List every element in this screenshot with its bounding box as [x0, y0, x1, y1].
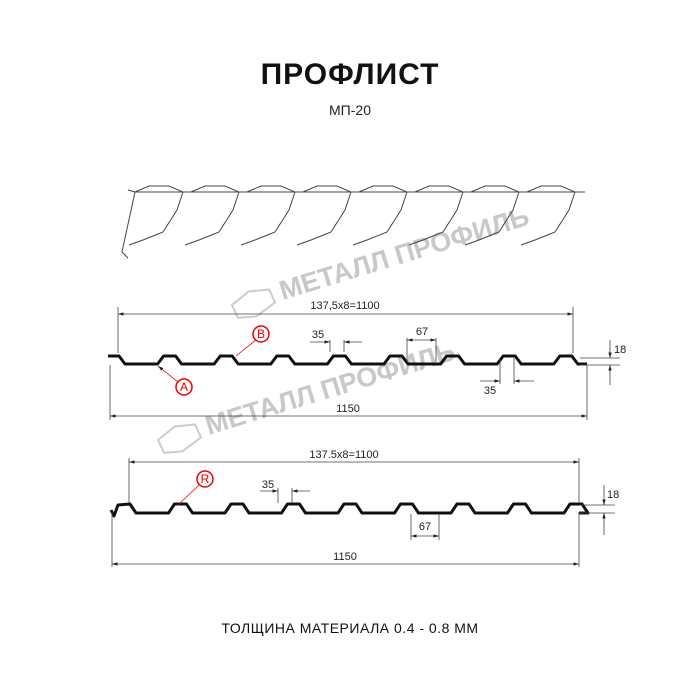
- profile-a: 137,5x8=1100 1150 35 67 35 18 A B: [108, 300, 626, 420]
- profile-b-pitch-label: 137.5x8=1100: [309, 449, 378, 461]
- sheet-rib: [240, 185, 296, 246]
- material-thickness-note: ТОЛЩИНА МАТЕРИАЛА 0.4 - 0.8 ММ: [221, 620, 479, 636]
- profile-b: 137.5x8=1100 1150 35 67 18 R: [109, 449, 619, 567]
- svg-text:R: R: [201, 472, 210, 486]
- profile-b-width-label: 1150: [333, 551, 357, 563]
- profile-a-section: [108, 354, 587, 366]
- sheet-rib: [408, 185, 464, 246]
- page-title: ПРОФЛИСТ: [260, 58, 440, 91]
- profile-b-trough-label: 67: [419, 521, 431, 533]
- profile-b-section: [109, 502, 590, 518]
- profile-b-top-width-label: 35: [262, 479, 274, 491]
- watermark-1: МЕТАЛЛ ПРОФИЛЬ: [230, 201, 533, 319]
- sheet-edge: [121, 189, 585, 259]
- isometric-sheet-illustration: [121, 185, 585, 259]
- marker-b: [252, 325, 270, 343]
- watermark-2: МЕТАЛЛ ПРОФИЛЬ: [156, 336, 459, 454]
- profile-a-bottom-width-label: 35: [484, 385, 496, 397]
- svg-text:МЕТАЛЛ ПРОФИЛЬ: МЕТАЛЛ ПРОФИЛЬ: [276, 201, 533, 306]
- profile-a-width-label: 1150: [336, 403, 360, 415]
- marker-r: [196, 470, 214, 488]
- sheet-rib: [520, 185, 576, 246]
- sheet-rib: [128, 185, 184, 246]
- svg-text:A: A: [180, 380, 188, 394]
- profile-a-top-width-label: 35: [312, 329, 324, 341]
- svg-text:B: B: [257, 327, 265, 341]
- marker-a: [175, 378, 193, 396]
- profile-a-trough-label: 67: [416, 326, 428, 338]
- sheet-rib: [296, 185, 352, 246]
- sheet-rib: [352, 185, 408, 246]
- sheet-rib: [184, 185, 240, 246]
- profile-a-height-label: 18: [614, 344, 626, 356]
- profile-a-pitch-label: 137,5x8=1100: [310, 300, 379, 312]
- page-subtitle: МП-20: [329, 102, 371, 118]
- sheet-rib: [464, 185, 520, 246]
- profile-b-height-label: 18: [607, 489, 619, 501]
